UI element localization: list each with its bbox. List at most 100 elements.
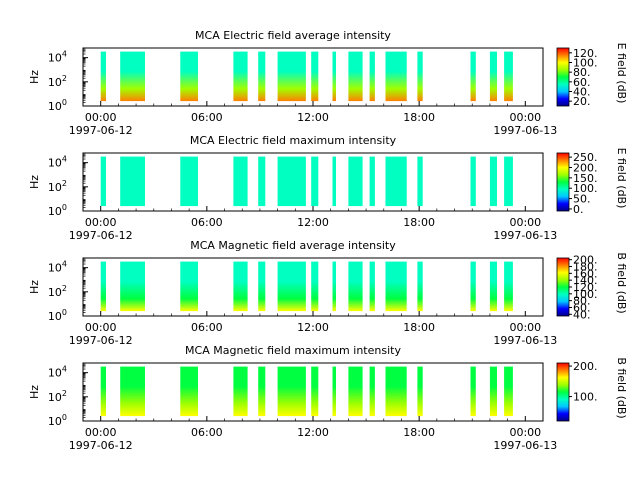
data-interval-10 (369, 156, 375, 207)
data-interval-12 (417, 51, 423, 102)
data-interval-12 (417, 261, 423, 312)
data-interval-13 (470, 51, 476, 102)
x-tick-time: 18:00 (403, 111, 435, 124)
x-tick-time: 00:00 (85, 111, 117, 124)
data-interval-7 (311, 156, 319, 207)
x-tick-time: 18:00 (403, 426, 435, 439)
colorbar-label: B field (dB) (615, 252, 628, 313)
data-interval-1 (100, 261, 106, 312)
colorbar-scale (556, 47, 570, 107)
data-interval-5 (258, 366, 266, 417)
colorbar-tick-label: 160. (573, 267, 598, 280)
colorbar-scale (556, 257, 570, 317)
data-interval-7 (311, 261, 319, 312)
y-tick-label: 102 (48, 179, 67, 194)
x-tick-date: 1997-06-13 (493, 439, 557, 452)
y-tick-label: 102 (48, 389, 67, 404)
data-interval-4 (233, 51, 248, 102)
colorbar-tick-label: 50. (573, 193, 591, 206)
x-tick-time: 00:00 (85, 426, 117, 439)
data-interval-3 (180, 156, 198, 207)
data-interval-9 (348, 261, 363, 312)
x-tick-time: 18:00 (403, 216, 435, 229)
data-interval-8 (332, 156, 336, 207)
x-tick-time: 06:00 (191, 426, 223, 439)
data-interval-9 (348, 366, 363, 417)
data-interval-6 (277, 51, 306, 102)
y-tick-label: 100 (48, 413, 67, 428)
data-interval-1 (100, 366, 106, 417)
chart-title: MCA Electric field maximum intensity (190, 134, 397, 147)
colorbar-label: E field (dB) (615, 43, 628, 104)
colorbar-tick-label: 200. (573, 254, 598, 267)
data-interval-8 (332, 366, 336, 417)
y-axis-label: Hz (28, 280, 41, 294)
y-tick-label: 104 (48, 365, 67, 380)
y-tick-label: 102 (48, 74, 67, 89)
x-tick-time: 06:00 (191, 216, 223, 229)
data-interval-4 (233, 156, 248, 207)
chart-title: MCA Magnetic field average intensity (190, 239, 396, 252)
data-interval-3 (180, 366, 198, 417)
data-interval-9 (348, 51, 363, 102)
data-interval-4 (233, 261, 248, 312)
data-interval-15 (504, 261, 513, 312)
colorbar: 0.50.100.150.200.250. E field (dB) (556, 148, 628, 216)
x-tick-time: 00:00 (85, 321, 117, 334)
x-tick-time: 12:00 (297, 321, 329, 334)
colorbar-tick-label: 100. (573, 57, 598, 70)
data-interval-14 (489, 261, 497, 312)
data-interval-15 (504, 366, 513, 417)
x-tick-time: 00:00 (85, 216, 117, 229)
colorbar-label: E field (dB) (615, 148, 628, 209)
x-tick-time: 06:00 (191, 111, 223, 124)
x-tick-time: 00:00 (509, 216, 541, 229)
colorbar-tick-label: 100. (573, 391, 598, 404)
data-interval-3 (180, 51, 198, 102)
data-interval-8 (332, 261, 336, 312)
colorbar-scale (556, 362, 570, 422)
colorbar-label: B field (dB) (615, 357, 628, 418)
data-interval-4 (233, 366, 248, 417)
data-interval-12 (417, 366, 423, 417)
y-axis-label: Hz (28, 175, 41, 189)
x-tick-time: 00:00 (509, 321, 541, 334)
colorbar-tick-label: 180. (573, 261, 598, 274)
y-axis-label: Hz (28, 70, 41, 84)
colorbar-tick-label: 250. (573, 151, 598, 164)
x-tick-time: 00:00 (509, 426, 541, 439)
data-interval-10 (369, 51, 375, 102)
data-interval-8 (332, 51, 336, 102)
data-interval-10 (369, 261, 375, 312)
x-tick-date: 1997-06-12 (69, 334, 133, 347)
x-tick-date: 1997-06-13 (493, 334, 557, 347)
x-tick-time: 12:00 (297, 111, 329, 124)
panel-3: MCA Magnetic field average intensity Hz 10… (28, 239, 628, 347)
data-interval-5 (258, 156, 266, 207)
data-interval-11 (385, 261, 407, 312)
x-tick-date: 1997-06-12 (69, 229, 133, 242)
data-interval-2 (120, 51, 145, 102)
data-interval-9 (348, 156, 363, 207)
panel-1: MCA Electric field average intensity Hz 10… (28, 29, 628, 137)
data-interval-13 (470, 156, 476, 207)
data-interval-14 (489, 51, 497, 102)
data-interval-7 (311, 366, 319, 417)
colorbar-tick-label: 120. (573, 281, 598, 294)
data-interval-2 (120, 261, 145, 312)
data-interval-1 (100, 156, 106, 207)
y-tick-label: 104 (48, 260, 67, 275)
y-tick-label: 100 (48, 308, 67, 323)
x-tick-date: 1997-06-13 (493, 124, 557, 137)
data-interval-3 (180, 261, 198, 312)
y-tick-label: 104 (48, 50, 67, 65)
data-interval-14 (489, 366, 497, 417)
data-interval-5 (258, 261, 266, 312)
data-interval-2 (120, 156, 145, 207)
data-interval-13 (470, 366, 476, 417)
colorbar-tick-label: 200. (573, 360, 598, 373)
colorbar: 20.40.60.80.100.120. E field (dB) (556, 43, 628, 108)
x-tick-time: 12:00 (297, 216, 329, 229)
colorbar-tick-label: 40. (573, 86, 591, 99)
